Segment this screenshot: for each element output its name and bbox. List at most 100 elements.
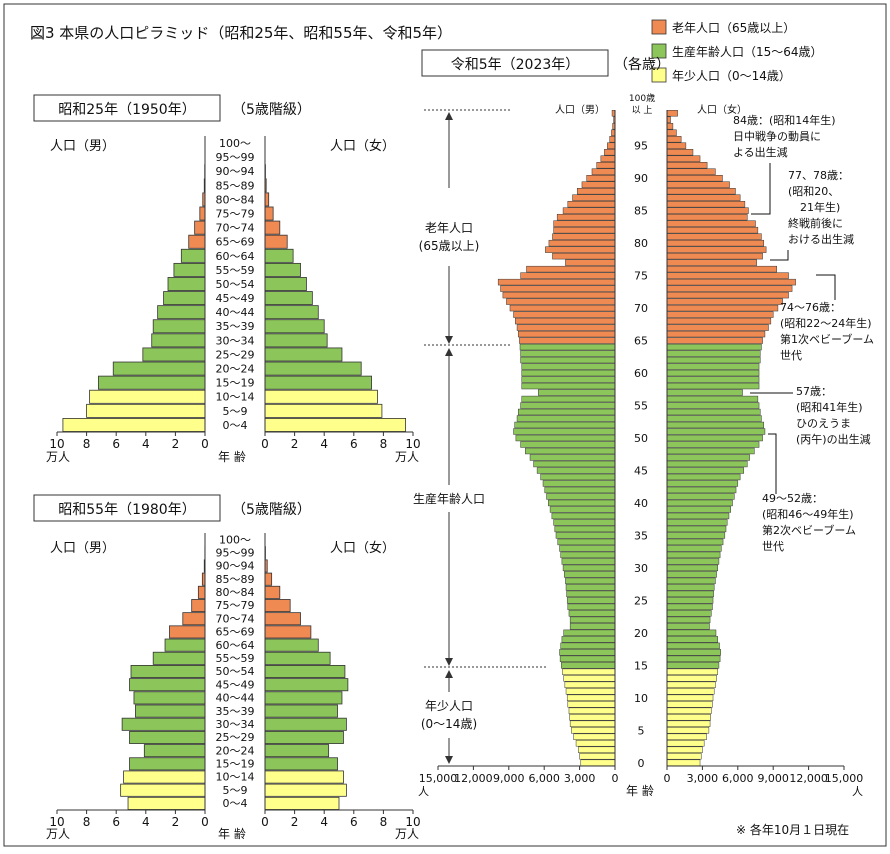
- c2023-male-bar-6: [570, 721, 615, 727]
- annotation-77-78: 77、78歳： (昭和20、 21年生) 終戦前後に おける出生減: [788, 169, 854, 246]
- c2023-male-bar-60: [522, 370, 615, 376]
- c1980-age-label-3: 15～19: [216, 758, 255, 771]
- c2023-female-bar-52: [667, 422, 764, 428]
- c1980-age-label-20: 100～: [219, 533, 251, 546]
- c1980-age-label-10: 50～54: [216, 665, 255, 678]
- c2023-female-bar-78: [667, 253, 763, 259]
- c2023-female-bar-50: [667, 435, 763, 441]
- c1950-male-bar-10: [168, 277, 205, 290]
- bracket-working-label: 生産年齢人口: [413, 491, 485, 506]
- c2023-female-bar-32: [667, 552, 720, 558]
- c1950-female-bar-4: [265, 362, 361, 375]
- bracket-young-label-1: 年少人口: [425, 699, 473, 713]
- c2023-female-bar-4: [667, 734, 707, 740]
- c2023-female-bar-99: [667, 117, 671, 123]
- c1950-female-tick-label-10: 10: [405, 437, 420, 451]
- annotation-84: 84歳：(昭和14年生) 日中戦争の動員に よる出生減: [733, 113, 839, 159]
- c2023-male-bar-2: [578, 747, 615, 753]
- c2023-female-bar-95: [667, 143, 686, 149]
- legend-label-working: 生産年齢人口（15～64歳）: [672, 44, 823, 59]
- chart-1950-subtitle: （5歳階級）: [232, 102, 311, 118]
- chart-2023-age-top-2: 以 上: [632, 105, 653, 116]
- c2023-male-bar-69: [514, 312, 615, 318]
- c2023-male-bar-49: [521, 442, 615, 448]
- c2023-female-bar-86: [667, 201, 745, 207]
- c2023-male-bar-28: [565, 578, 615, 584]
- c2023-female-bar-76: [667, 266, 777, 272]
- c2023-male-bar-18: [561, 643, 615, 649]
- c2023-male-bar-40: [548, 500, 615, 506]
- c2023-age-label-30: 30: [634, 562, 648, 575]
- chart-2023: 0510152025303540455055606570758085909515…: [419, 110, 864, 785]
- c2023-female-bar-47: [667, 455, 750, 461]
- c2023-male-bar-30: [563, 565, 615, 571]
- c2023-male-tick-label-6000: 6,000: [528, 772, 560, 785]
- c2023-male-bar-33: [560, 545, 615, 551]
- c2023-female-bar-6: [667, 721, 710, 727]
- c1980-female-tick-label-6: 6: [350, 815, 358, 829]
- c2023-male-bar-89: [582, 182, 615, 188]
- c1980-age-label-18: 90～94: [216, 560, 255, 573]
- c2023-male-bar-24: [568, 604, 615, 610]
- c2023-age-label-20: 20: [634, 627, 648, 640]
- c2023-female-bar-69: [667, 312, 773, 318]
- c2023-female-bar-46: [667, 461, 747, 467]
- c1980-male-bar-1: [121, 784, 205, 796]
- c2023-male-bar-78: [552, 253, 615, 259]
- c1950-male-bar-12: [181, 249, 205, 262]
- c1950-female-bar-9: [265, 292, 312, 305]
- legend-label-elderly: 老年人口（65歳以上）: [672, 21, 795, 35]
- chart-1950-unit-left: 万人: [46, 450, 70, 464]
- c2023-female-bar-14: [667, 669, 718, 675]
- c1980-female-bar-8: [265, 692, 342, 704]
- c2023-male-bar-67: [517, 325, 615, 331]
- c2023-male-bar-5: [571, 727, 615, 733]
- c2023-male-bar-94: [604, 149, 615, 155]
- c1950-age-label-3: 15～19: [216, 377, 255, 390]
- c1950-male-bar-8: [158, 306, 205, 319]
- c2023-male-bar-15: [561, 662, 615, 668]
- c2023-male-bar-44: [541, 474, 615, 480]
- c2023-male-bar-11: [566, 688, 615, 694]
- c2023-male-tick-label-0: 0: [612, 772, 619, 785]
- c1950-male-bar-0: [63, 418, 205, 431]
- c1950-male-bar-5: [143, 348, 205, 361]
- c1980-female-bar-9: [265, 679, 348, 691]
- c2023-age-label-45: 45: [634, 464, 648, 477]
- c2023-male-bar-59: [522, 377, 615, 383]
- c2023-male-bar-32: [561, 552, 615, 558]
- c2023-female-bar-8: [667, 708, 711, 714]
- c1980-male-bar-15: [192, 599, 205, 611]
- c2023-female-bar-2: [667, 747, 702, 753]
- chart-2023-unit-right: 人: [852, 785, 863, 798]
- c1950-male-bar-4: [113, 362, 205, 375]
- bracket-young-label-2: (0～14歳): [421, 717, 477, 731]
- c2023-female-bar-80: [667, 240, 764, 246]
- c2023-age-label-70: 70: [634, 302, 648, 315]
- c2023-female-bar-62: [667, 357, 760, 363]
- c2023-male-bar-56: [522, 396, 615, 402]
- c2023-male-bar-22: [570, 617, 615, 623]
- c2023-female-bar-9: [667, 701, 712, 707]
- c2023-age-label-40: 40: [634, 497, 648, 510]
- c2023-male-bar-54: [518, 409, 615, 415]
- c2023-female-tick-label-15000: 15,000: [825, 772, 864, 785]
- c2023-male-bar-87: [573, 195, 615, 201]
- c1950-age-label-0: 0～4: [223, 419, 248, 432]
- c2023-female-bar-3: [667, 740, 704, 746]
- c1980-female-bar-12: [265, 639, 318, 651]
- c2023-male-bar-93: [601, 156, 615, 162]
- c2023-male-bar-65: [519, 338, 615, 344]
- c2023-male-bar-61: [522, 364, 615, 370]
- c2023-female-bar-61: [667, 364, 759, 370]
- c1980-male-tick-label-0: 0: [201, 815, 209, 829]
- c2023-age-label-10: 10: [634, 692, 648, 705]
- c2023-male-bar-71: [506, 299, 615, 305]
- c2023-female-bar-13: [667, 675, 717, 681]
- c2023-male-bar-83: [554, 221, 615, 227]
- c2023-male-bar-73: [501, 286, 615, 292]
- c2023-male-bar-7: [570, 714, 615, 720]
- c1980-female-bar-15: [265, 599, 290, 611]
